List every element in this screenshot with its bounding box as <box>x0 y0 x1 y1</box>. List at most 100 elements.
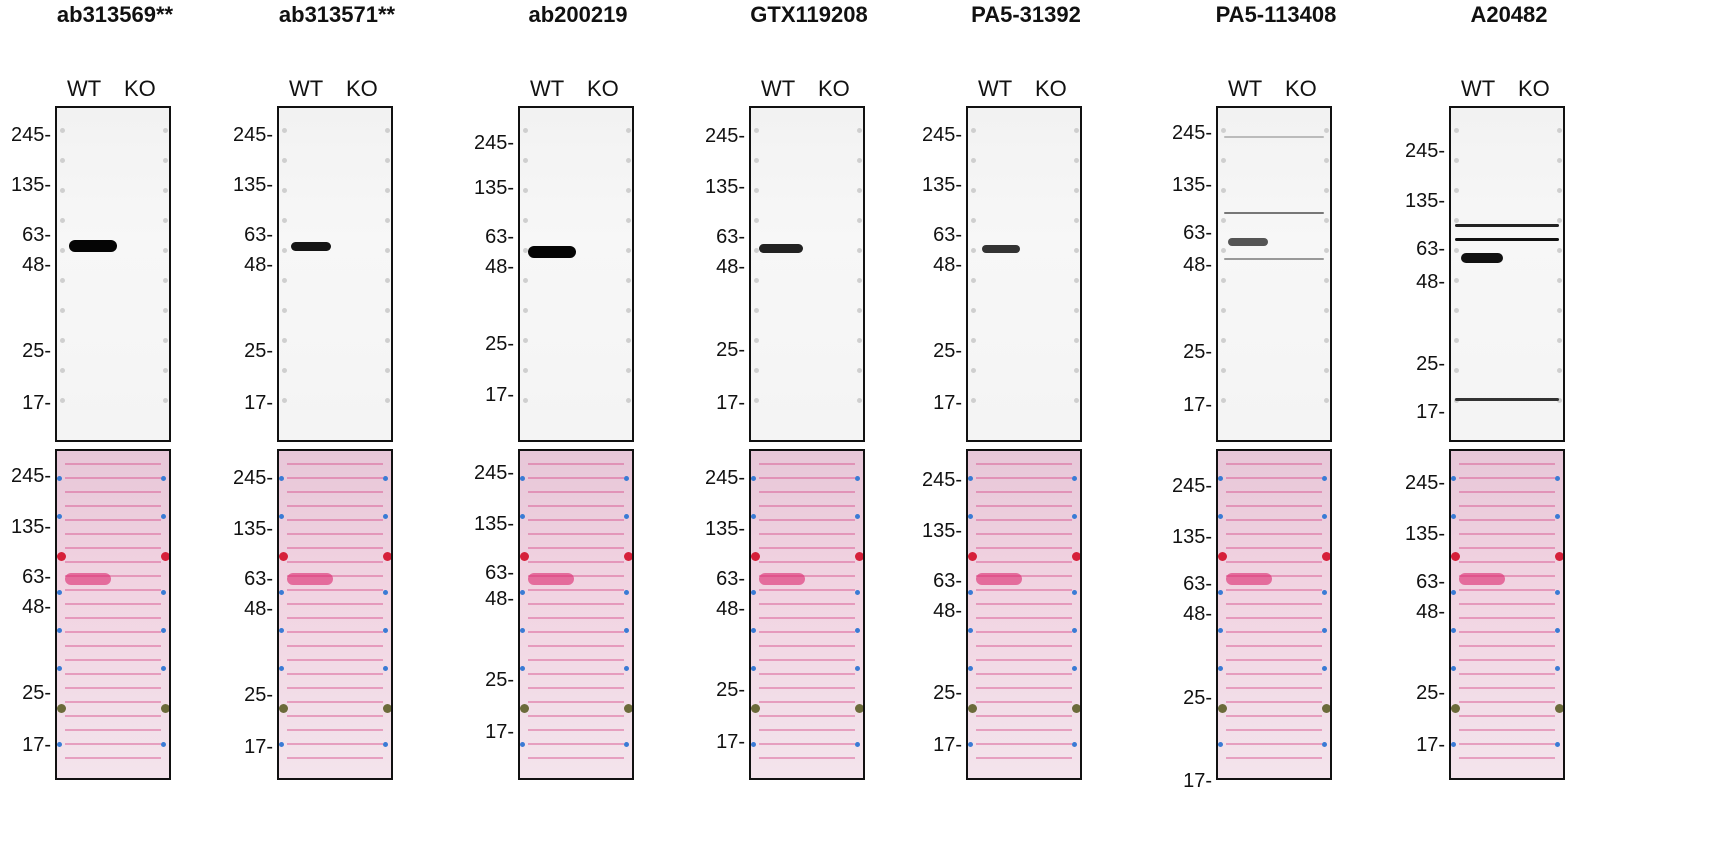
ponceau-band <box>1459 701 1555 703</box>
ponceau-band <box>1226 505 1322 507</box>
mw-marker-top: 63- <box>1183 222 1212 244</box>
ladder-marker-dot <box>1322 704 1330 713</box>
nonspecific-band <box>1224 212 1324 214</box>
mw-marker-bottom: 48- <box>933 600 962 622</box>
mw-marker-top: 245- <box>473 132 514 154</box>
ladder-mark <box>385 278 390 283</box>
ladder-marker-dot <box>520 742 525 747</box>
ponceau-band <box>287 729 383 731</box>
ladder-marker-dot <box>1218 742 1223 747</box>
ladder-mark <box>857 398 862 403</box>
ladder-mark <box>1454 368 1459 373</box>
ladder-mark <box>1221 278 1226 283</box>
ladder-mark <box>754 188 759 193</box>
mw-marker-top: 17- <box>244 392 273 414</box>
ponceau-band <box>528 463 624 465</box>
ladder-mark <box>754 368 759 373</box>
ponceau-band <box>65 743 161 745</box>
ponceau-band <box>1459 589 1555 591</box>
ladder-marker-dot <box>1218 666 1223 671</box>
ponceau-band <box>1226 757 1322 759</box>
ladder-marker-dot <box>968 704 977 713</box>
ponceau-band <box>976 631 1072 633</box>
ladder-mark <box>60 308 65 313</box>
ponceau-band <box>65 645 161 647</box>
mw-marker-bottom: 135- <box>1171 526 1212 548</box>
ladder-marker-dot <box>1451 628 1456 633</box>
ponceau-band <box>287 687 383 689</box>
ponceau-band <box>528 701 624 703</box>
ponceau-band <box>1226 533 1322 535</box>
mw-marker-bottom: 17- <box>933 734 962 756</box>
ladder-marker-dot <box>161 476 166 481</box>
mw-marker-bottom: 245- <box>232 467 273 489</box>
ponceau-band <box>287 589 383 591</box>
ponceau-band <box>65 533 161 535</box>
ponceau-band <box>528 687 624 689</box>
mw-marker-bottom: 48- <box>1183 603 1212 625</box>
ponceau-band <box>65 477 161 479</box>
ladder-mark <box>971 368 976 373</box>
ponceau-major-band <box>65 573 111 585</box>
ladder-marker-dot <box>383 704 391 713</box>
ponceau-stain-image <box>55 449 171 780</box>
ponceau-band <box>65 519 161 521</box>
ladder-marker-dot <box>1072 514 1077 519</box>
ladder-marker-dot <box>520 704 529 713</box>
ladder-mark <box>385 248 390 253</box>
ladder-marker-dot <box>279 476 284 481</box>
ladder-mark <box>971 338 976 343</box>
ladder-marker-dot <box>751 742 756 747</box>
mw-marker-bottom: 48- <box>22 596 51 618</box>
ponceau-band <box>976 617 1072 619</box>
mw-marker-bottom: 48- <box>244 598 273 620</box>
ladder-mark <box>163 188 168 193</box>
ladder-mark <box>1324 308 1329 313</box>
mw-marker-bottom: 135- <box>10 516 51 538</box>
mw-marker-top: 17- <box>933 392 962 414</box>
ladder-mark <box>857 188 862 193</box>
ponceau-band <box>976 463 1072 465</box>
ponceau-band <box>976 645 1072 647</box>
mw-marker-bottom: 63- <box>1183 573 1212 595</box>
ladder-mark <box>1324 338 1329 343</box>
ladder-mark <box>523 338 528 343</box>
ladder-mark <box>754 278 759 283</box>
ladder-marker-dot <box>383 552 391 561</box>
ladder-marker-dot <box>383 590 388 595</box>
ponceau-band <box>528 589 624 591</box>
ponceau-band <box>1459 757 1555 759</box>
ladder-marker-dot <box>383 628 388 633</box>
ladder-mark <box>163 248 168 253</box>
mw-marker-top: 17- <box>22 392 51 414</box>
ladder-marker-dot <box>1218 704 1227 713</box>
ladder-mark <box>385 128 390 133</box>
ladder-mark <box>1557 158 1562 163</box>
ponceau-band <box>65 603 161 605</box>
ladder-marker-dot <box>1322 476 1327 481</box>
ladder-marker-dot <box>57 514 62 519</box>
ladder-marker-dot <box>1555 476 1560 481</box>
ladder-marker-dot <box>57 742 62 747</box>
ladder-marker-dot <box>1555 666 1560 671</box>
ladder-marker-dot <box>624 742 629 747</box>
ladder-marker-dot <box>520 514 525 519</box>
ladder-mark <box>626 278 631 283</box>
ponceau-band <box>1226 519 1322 521</box>
ponceau-band <box>287 673 383 675</box>
mw-marker-bottom: 17- <box>1183 770 1212 792</box>
ponceau-band <box>65 463 161 465</box>
ponceau-band <box>759 533 855 535</box>
ponceau-band <box>65 631 161 633</box>
mw-marker-top: 245- <box>1404 140 1445 162</box>
ponceau-band <box>65 673 161 675</box>
mw-marker-top: 245- <box>1171 122 1212 144</box>
ladder-mark <box>1074 218 1079 223</box>
western-blot-image <box>518 106 634 442</box>
mw-marker-top: 25- <box>1416 353 1445 375</box>
ladder-mark <box>1324 218 1329 223</box>
ladder-mark <box>1221 128 1226 133</box>
wt-band <box>982 245 1020 253</box>
ladder-marker-dot <box>279 666 284 671</box>
ladder-marker-dot <box>161 514 166 519</box>
